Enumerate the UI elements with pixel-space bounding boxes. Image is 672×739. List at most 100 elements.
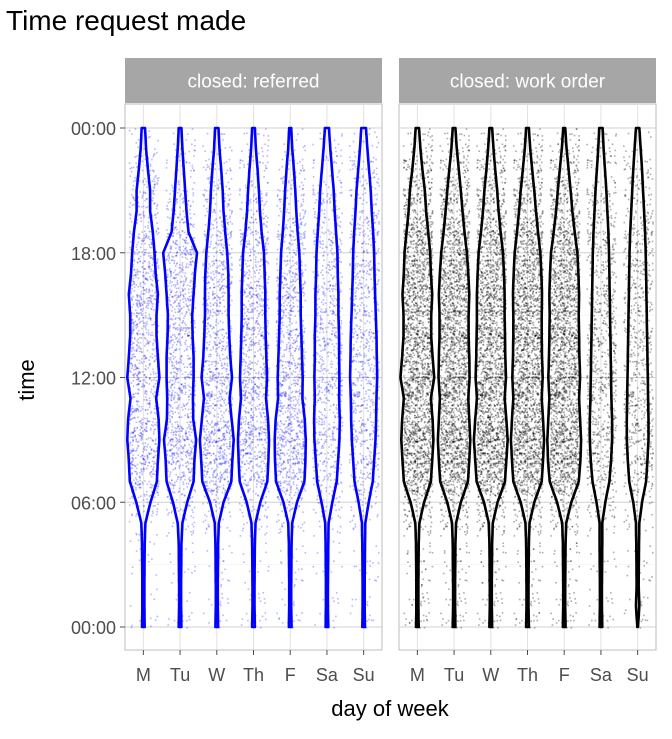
data-point <box>243 454 245 456</box>
data-point <box>247 432 249 434</box>
data-point <box>214 461 216 463</box>
data-point <box>175 474 177 476</box>
data-point <box>187 415 189 417</box>
data-point <box>145 390 147 392</box>
data-point <box>168 471 170 473</box>
data-point <box>146 186 148 188</box>
data-point <box>258 298 260 300</box>
data-point <box>263 592 265 594</box>
data-point <box>183 283 185 285</box>
data-point <box>182 436 184 438</box>
data-point <box>215 363 217 365</box>
data-point <box>171 256 173 258</box>
data-point <box>246 332 248 334</box>
data-point <box>212 224 214 226</box>
data-point <box>141 351 143 353</box>
data-point <box>153 190 155 192</box>
data-point <box>257 133 259 135</box>
data-point <box>265 465 267 467</box>
data-point <box>146 494 148 496</box>
data-point <box>183 317 185 319</box>
data-point <box>244 464 246 466</box>
data-point <box>249 244 251 246</box>
data-point <box>239 190 241 192</box>
data-point <box>208 178 210 180</box>
data-point <box>131 350 133 352</box>
data-point <box>261 468 263 470</box>
data-point <box>186 465 188 467</box>
data-point <box>131 625 133 627</box>
data-point <box>142 422 144 424</box>
data-point <box>228 381 230 383</box>
data-point <box>145 226 147 228</box>
data-point <box>138 277 140 279</box>
data-point <box>248 300 250 302</box>
data-point <box>220 478 222 480</box>
data-point <box>239 509 241 511</box>
data-point <box>167 209 169 211</box>
data-point <box>148 462 150 464</box>
data-point <box>187 355 189 357</box>
data-point <box>186 263 188 265</box>
data-point <box>182 510 184 512</box>
data-point <box>155 418 157 420</box>
panel-strip-label: closed: referred <box>187 72 319 93</box>
data-point <box>213 490 215 492</box>
data-point <box>253 475 255 477</box>
data-point <box>178 460 180 462</box>
data-point <box>150 255 152 257</box>
data-point <box>138 313 140 315</box>
data-point <box>302 325 304 327</box>
data-point <box>152 180 154 182</box>
data-point <box>209 393 211 395</box>
data-point <box>229 444 231 446</box>
data-point <box>226 342 228 344</box>
data-point <box>149 359 151 361</box>
data-point <box>134 350 136 352</box>
data-point <box>251 510 253 512</box>
data-point <box>169 330 171 332</box>
data-point <box>179 160 181 162</box>
data-point <box>146 400 148 402</box>
data-point <box>231 300 233 302</box>
data-point <box>211 395 213 397</box>
data-point <box>203 430 205 432</box>
data-point <box>194 570 196 572</box>
data-point <box>260 333 262 335</box>
data-point <box>212 211 214 213</box>
data-point <box>208 453 210 455</box>
data-point <box>194 323 196 325</box>
data-point <box>240 444 242 446</box>
data-point <box>212 481 214 483</box>
data-point <box>202 145 204 147</box>
data-point <box>261 426 263 428</box>
data-point <box>226 470 228 472</box>
data-point <box>212 493 214 495</box>
data-point <box>167 216 169 218</box>
data-point <box>179 368 181 370</box>
data-point <box>260 391 262 393</box>
data-point <box>188 399 190 401</box>
data-point <box>226 371 228 373</box>
data-point <box>256 363 258 365</box>
data-point <box>148 561 150 563</box>
data-point <box>267 507 269 509</box>
data-point <box>136 375 138 377</box>
data-point <box>218 323 220 325</box>
data-point <box>155 619 157 621</box>
data-point <box>145 422 147 424</box>
data-point <box>202 503 204 505</box>
data-point <box>180 327 182 329</box>
data-point <box>182 373 184 375</box>
data-point <box>132 432 134 434</box>
data-point <box>264 217 266 219</box>
data-point <box>260 258 262 260</box>
data-point <box>248 434 250 436</box>
data-point <box>133 321 135 323</box>
data-point <box>133 353 135 355</box>
data-point <box>249 438 251 440</box>
data-point <box>194 566 196 568</box>
data-point <box>137 464 139 466</box>
data-point <box>191 295 193 297</box>
data-point <box>259 340 261 342</box>
